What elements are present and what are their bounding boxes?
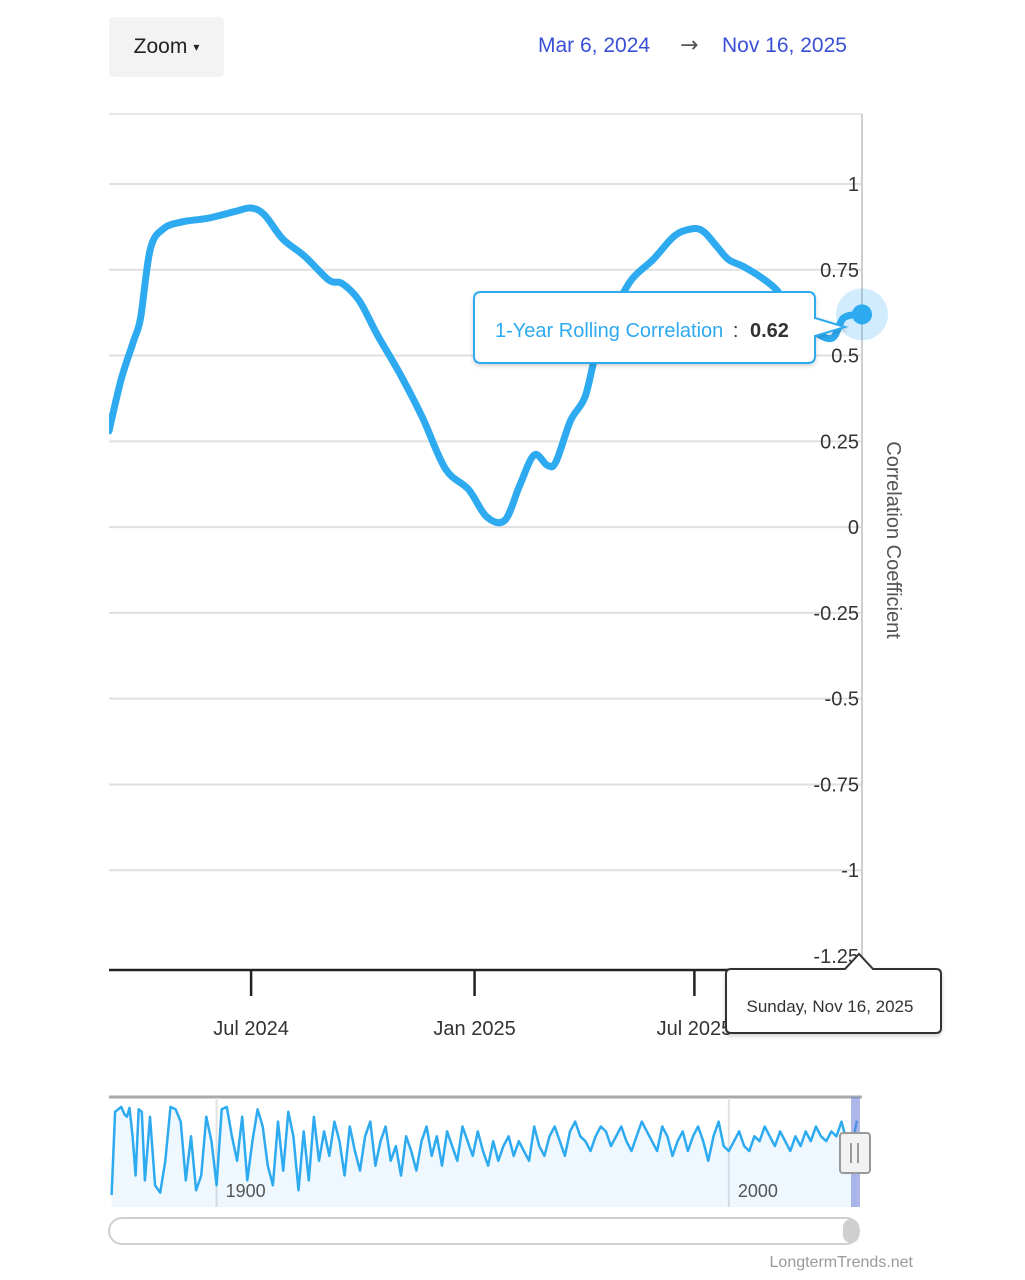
x-tick-label: Jul 2025 xyxy=(657,1018,733,1040)
y-tick-label: -0.25 xyxy=(813,603,859,625)
y-tick-label: 0.5 xyxy=(831,346,859,368)
scrollbar-thumb[interactable] xyxy=(843,1219,859,1243)
y-axis-label: Correlation Coefficient xyxy=(882,441,904,639)
y-tick-label: 0.75 xyxy=(820,260,859,282)
navigator-line xyxy=(110,1105,859,1196)
tooltip-separator: : xyxy=(733,320,739,342)
y-tick-label: -1.25 xyxy=(813,946,859,968)
grid-lines xyxy=(109,183,862,872)
chevron-down-icon: ▾ xyxy=(193,40,200,54)
x-ticks: Jul 2024 Jan 2025 Jul 2025 xyxy=(213,970,732,1040)
y-tick-labels: 1 0.75 0.5 0.25 0 -0.25 -0.5 -0.75 -1 -1.25 xyxy=(813,174,859,968)
zoom-label: Zoom xyxy=(133,35,188,58)
date-tooltip-text: Sunday, Nov 16, 2025 xyxy=(747,997,914,1016)
x-tick-label: Jul 2024 xyxy=(213,1018,289,1040)
scrollbar-track[interactable] xyxy=(108,1217,860,1245)
tooltip-series-label: 1-Year Rolling Correlation xyxy=(495,320,723,342)
y-tick-label: -0.5 xyxy=(825,689,859,711)
series-line xyxy=(109,204,863,527)
y-tick-label: 1 xyxy=(848,174,859,196)
y-tick-label: 0 xyxy=(848,517,859,539)
tooltip-text: 1-Year Rolling Correlation : 0.62 xyxy=(495,320,789,342)
range-end-date[interactable]: Nov 16, 2025 xyxy=(722,34,847,57)
navigator-label: 2000 xyxy=(738,1181,778,1201)
tooltip-value: 0.62 xyxy=(750,320,789,342)
y-tick-label: -0.75 xyxy=(813,774,859,796)
arrow-right-icon: → xyxy=(680,33,699,58)
navigator-label: 1900 xyxy=(226,1181,266,1201)
date-tooltip xyxy=(725,952,942,1034)
navigator-handle[interactable] xyxy=(839,1132,871,1174)
chart: 1 0.75 0.5 0.25 0 -0.25 -0.5 -0.75 -1 -1.25 Corre… xyxy=(108,113,942,1245)
x-tick-label: Jan 2025 xyxy=(433,1018,515,1040)
hover-point[interactable] xyxy=(852,304,872,325)
navigator[interactable]: 1900 2000 xyxy=(109,1095,871,1207)
credit-text: LongtermTrends.net xyxy=(769,1254,913,1271)
navigator-labels: 1900 2000 xyxy=(226,1181,778,1201)
y-tick-label: 0.25 xyxy=(820,431,859,453)
y-tick-label: -1 xyxy=(841,860,859,882)
navigator-grid xyxy=(215,1098,730,1207)
range-start-date[interactable]: Mar 6, 2024 xyxy=(538,34,651,57)
value-tooltip xyxy=(473,291,849,364)
zoom-button[interactable]: Zoom ▾ xyxy=(109,17,224,77)
